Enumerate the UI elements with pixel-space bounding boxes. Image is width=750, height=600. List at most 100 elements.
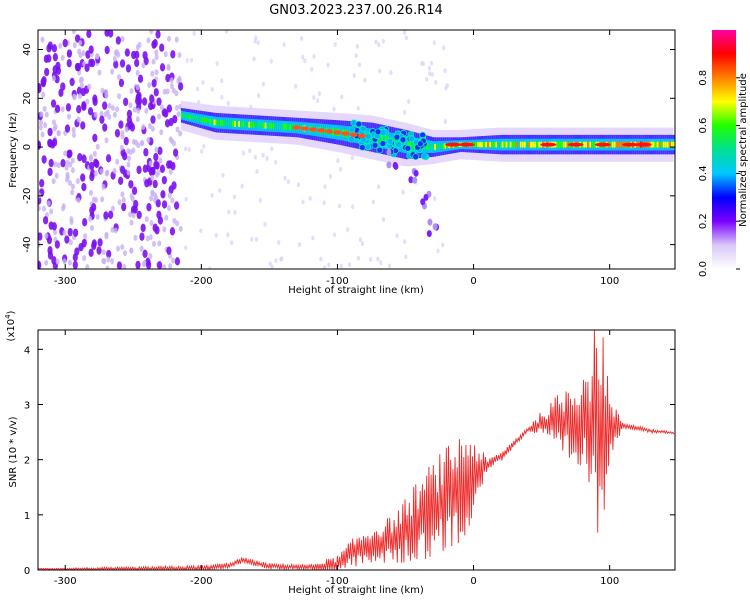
noise-blob [120, 36, 125, 43]
colorbar-label: Normalized spectral amplitude [738, 73, 749, 227]
ridge-core [528, 141, 530, 148]
noise-blob [167, 35, 172, 42]
y-tick-label: 0 [22, 144, 33, 150]
faint-blob [333, 42, 337, 47]
colorbar-tick-label: 0.0 [698, 261, 709, 277]
noise-blob [41, 155, 47, 164]
noise-blob [65, 159, 70, 166]
noise-blob [38, 232, 43, 241]
noise-blob [159, 104, 164, 111]
noise-blob [53, 161, 58, 168]
ridge-core [246, 121, 249, 128]
noise-blob [141, 62, 146, 69]
noise-blob [92, 133, 98, 143]
branch-blob [432, 223, 438, 231]
faint-blob [332, 106, 336, 112]
noise-blob [159, 63, 166, 72]
ridge-core [672, 141, 675, 148]
faint-blob [404, 254, 408, 260]
faint-blob [286, 179, 290, 185]
noise-blob [39, 178, 45, 188]
noise-blob [95, 143, 100, 150]
noise-blob [60, 106, 65, 113]
faint-blob [252, 56, 256, 62]
faint-blob [254, 236, 259, 242]
noise-blob [99, 115, 105, 124]
faint-blob [371, 199, 375, 205]
noise-blob [96, 246, 102, 255]
noise-blob [128, 180, 134, 189]
ridge-core [487, 141, 490, 148]
noise-blob [60, 158, 66, 168]
ridge-peak [540, 142, 557, 147]
ridge-core [219, 120, 222, 126]
ridge-core [503, 141, 506, 148]
ridge-core [266, 122, 269, 129]
noise-blob [124, 48, 130, 57]
noise-blob [75, 177, 80, 184]
noise-blob [178, 82, 184, 91]
ridge-core [191, 115, 194, 120]
ridge-core [434, 144, 437, 150]
noise-blob [69, 77, 75, 87]
noise-blob [89, 189, 94, 196]
ridge-core [662, 141, 665, 148]
noise-blob [67, 113, 72, 120]
faint-blob [220, 94, 224, 100]
faint-blob [311, 235, 315, 241]
ridge-halo [180, 100, 674, 167]
noise-blob [72, 42, 77, 49]
noise-blob [154, 69, 159, 76]
faint-blob [282, 42, 286, 47]
ridge-core [442, 143, 445, 149]
noise-blob [43, 122, 48, 129]
spectrogram-marks [38, 30, 675, 269]
ridge-core [268, 122, 271, 129]
faint-blob [241, 150, 246, 156]
faint-blob [404, 35, 408, 41]
noise-blob [175, 220, 180, 227]
noise-blob [67, 149, 73, 158]
ridge-spread-blob [379, 140, 387, 147]
ridge-core [505, 141, 508, 148]
noise-blob [104, 45, 110, 55]
y-tick-label: 1 [24, 511, 30, 522]
faint-blob [339, 263, 343, 269]
noise-blob [46, 44, 52, 53]
noise-blob [162, 88, 167, 95]
noise-blob [55, 258, 60, 265]
noise-blob [38, 119, 43, 126]
x-tick-label: -300 [54, 576, 77, 587]
noise-blob [77, 48, 82, 55]
ridge-core [217, 119, 220, 126]
ridge-spread-blob [359, 125, 367, 133]
noise-blob [106, 249, 112, 259]
noise-blob [85, 50, 91, 59]
noise-blob [118, 78, 125, 88]
noise-blob [67, 180, 72, 187]
noise-blob [115, 158, 120, 165]
noise-blob [108, 210, 114, 219]
noise-blob [92, 150, 97, 157]
ridge-core [483, 142, 486, 148]
ridge-core [611, 141, 614, 148]
noise-blob [153, 88, 159, 97]
faint-blob [261, 152, 265, 158]
ridge-core [538, 141, 541, 148]
faint-blob [421, 61, 426, 67]
noise-blob [150, 125, 155, 132]
ridge-core [182, 113, 185, 119]
faint-blob [316, 98, 320, 104]
noise-blob [107, 113, 112, 120]
noise-blob [119, 165, 126, 175]
faint-blob [363, 77, 367, 83]
ridge-core [513, 141, 516, 148]
ridge-core [270, 123, 273, 129]
noise-blob [103, 211, 109, 220]
ridge-core [236, 121, 239, 127]
noise-blob [163, 51, 168, 58]
noise-blob [121, 196, 126, 203]
noise-blob [150, 115, 156, 124]
noise-blob [148, 234, 153, 241]
noise-blob [62, 229, 67, 236]
